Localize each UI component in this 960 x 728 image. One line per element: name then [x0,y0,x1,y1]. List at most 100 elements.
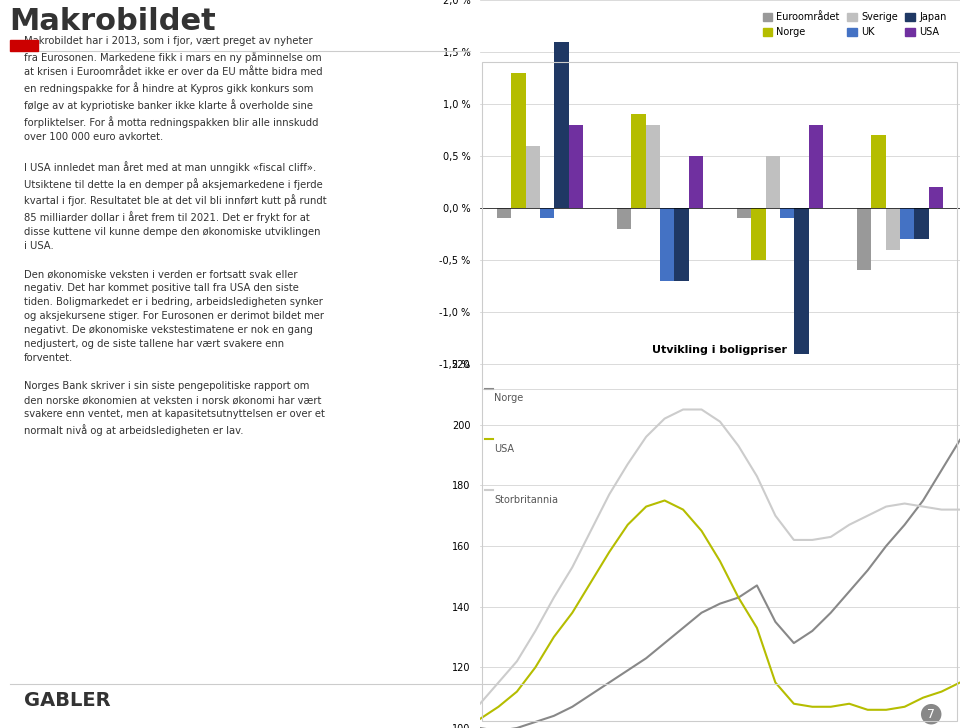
Bar [674,208,688,281]
Legend: Euroområdet, Norge, Sverige, UK, Japan, USA: Euroområdet, Norge, Sverige, UK, Japan, … [758,9,950,41]
Storbritannia [678,405,689,414]
Norge [844,587,855,596]
Storbritannia [566,563,578,571]
USA [474,715,486,724]
Storbritannia [585,526,596,535]
Storbritannia [770,511,781,520]
Norge [511,724,522,728]
USA [511,687,522,696]
USA [566,609,578,617]
Norge [899,521,910,529]
Storbritannia [825,533,836,542]
Bar [688,156,703,208]
Norge [659,638,670,647]
Bar [795,208,808,354]
Line: Norge: Norge [480,440,960,728]
Bar [616,208,632,229]
Norge [640,654,652,662]
USA [714,557,726,566]
Norge [696,609,708,617]
USA [548,633,560,641]
USA [880,705,892,714]
Bar [780,208,795,218]
Bar [737,208,751,218]
Bar [885,208,900,250]
Norge [492,727,504,728]
Norge [770,617,781,626]
Bar [808,124,823,208]
USA [862,705,874,714]
Norge [714,599,726,608]
Storbritannia [844,521,855,529]
USA [530,663,541,672]
Text: Makrobildet har i 2013, som i fjor, vært preget av nyheter
fra Eurosonen. Marked: Makrobildet har i 2013, som i fjor, vært… [24,36,326,436]
Storbritannia [918,502,929,511]
USA [751,623,762,632]
Title: Utvikling i boligpriser: Utvikling i boligpriser [653,345,787,355]
USA [696,526,708,535]
Bar [511,73,526,208]
Line: USA: USA [480,501,960,719]
Text: 7: 7 [927,708,935,721]
Norge [936,466,948,475]
USA [622,521,634,529]
Line: Storbritannia: Storbritannia [480,410,960,704]
Bar [752,208,766,260]
Bar [632,114,645,208]
Bar [900,208,914,240]
Norge [806,627,818,636]
Norge [622,666,634,675]
USA [936,687,948,696]
Norge [862,566,874,574]
USA [954,678,960,687]
Norge [880,542,892,550]
USA [585,578,596,587]
Bar [660,208,674,281]
USA [806,703,818,711]
Storbritannia [492,678,504,687]
Bar [766,156,780,208]
USA [788,700,800,708]
Norge [751,581,762,590]
USA [659,496,670,505]
Storbritannia [954,505,960,514]
Bar [497,208,511,218]
Storbritannia [880,502,892,511]
Storbritannia [548,593,560,602]
USA [825,703,836,711]
Norge [585,690,596,699]
Bar [568,124,583,208]
USA [918,693,929,702]
Text: Storbritannia: Storbritannia [494,495,559,505]
Storbritannia [714,417,726,426]
Storbritannia [511,657,522,665]
Storbritannia [530,627,541,636]
Bar [872,135,885,208]
Storbritannia [862,511,874,520]
USA [732,593,744,602]
Norge [548,711,560,720]
Bar [856,208,871,270]
Text: Norge: Norge [494,393,523,403]
Bar [555,41,568,208]
Norge [566,703,578,711]
Norge [678,623,689,632]
Bar [928,187,943,208]
Storbritannia [899,499,910,508]
Text: USA: USA [494,444,515,454]
USA [492,703,504,711]
Text: Makrobildet: Makrobildet [10,7,216,36]
USA [770,678,781,687]
Norge [732,593,744,602]
USA [844,700,855,708]
USA [678,505,689,514]
Text: GABLER: GABLER [24,691,110,710]
Bar [526,146,540,208]
USA [640,502,652,511]
Norge [474,724,486,728]
Storbritannia [640,432,652,441]
Norge [918,496,929,505]
Storbritannia [622,460,634,469]
Storbritannia [604,490,615,499]
USA [604,547,615,556]
